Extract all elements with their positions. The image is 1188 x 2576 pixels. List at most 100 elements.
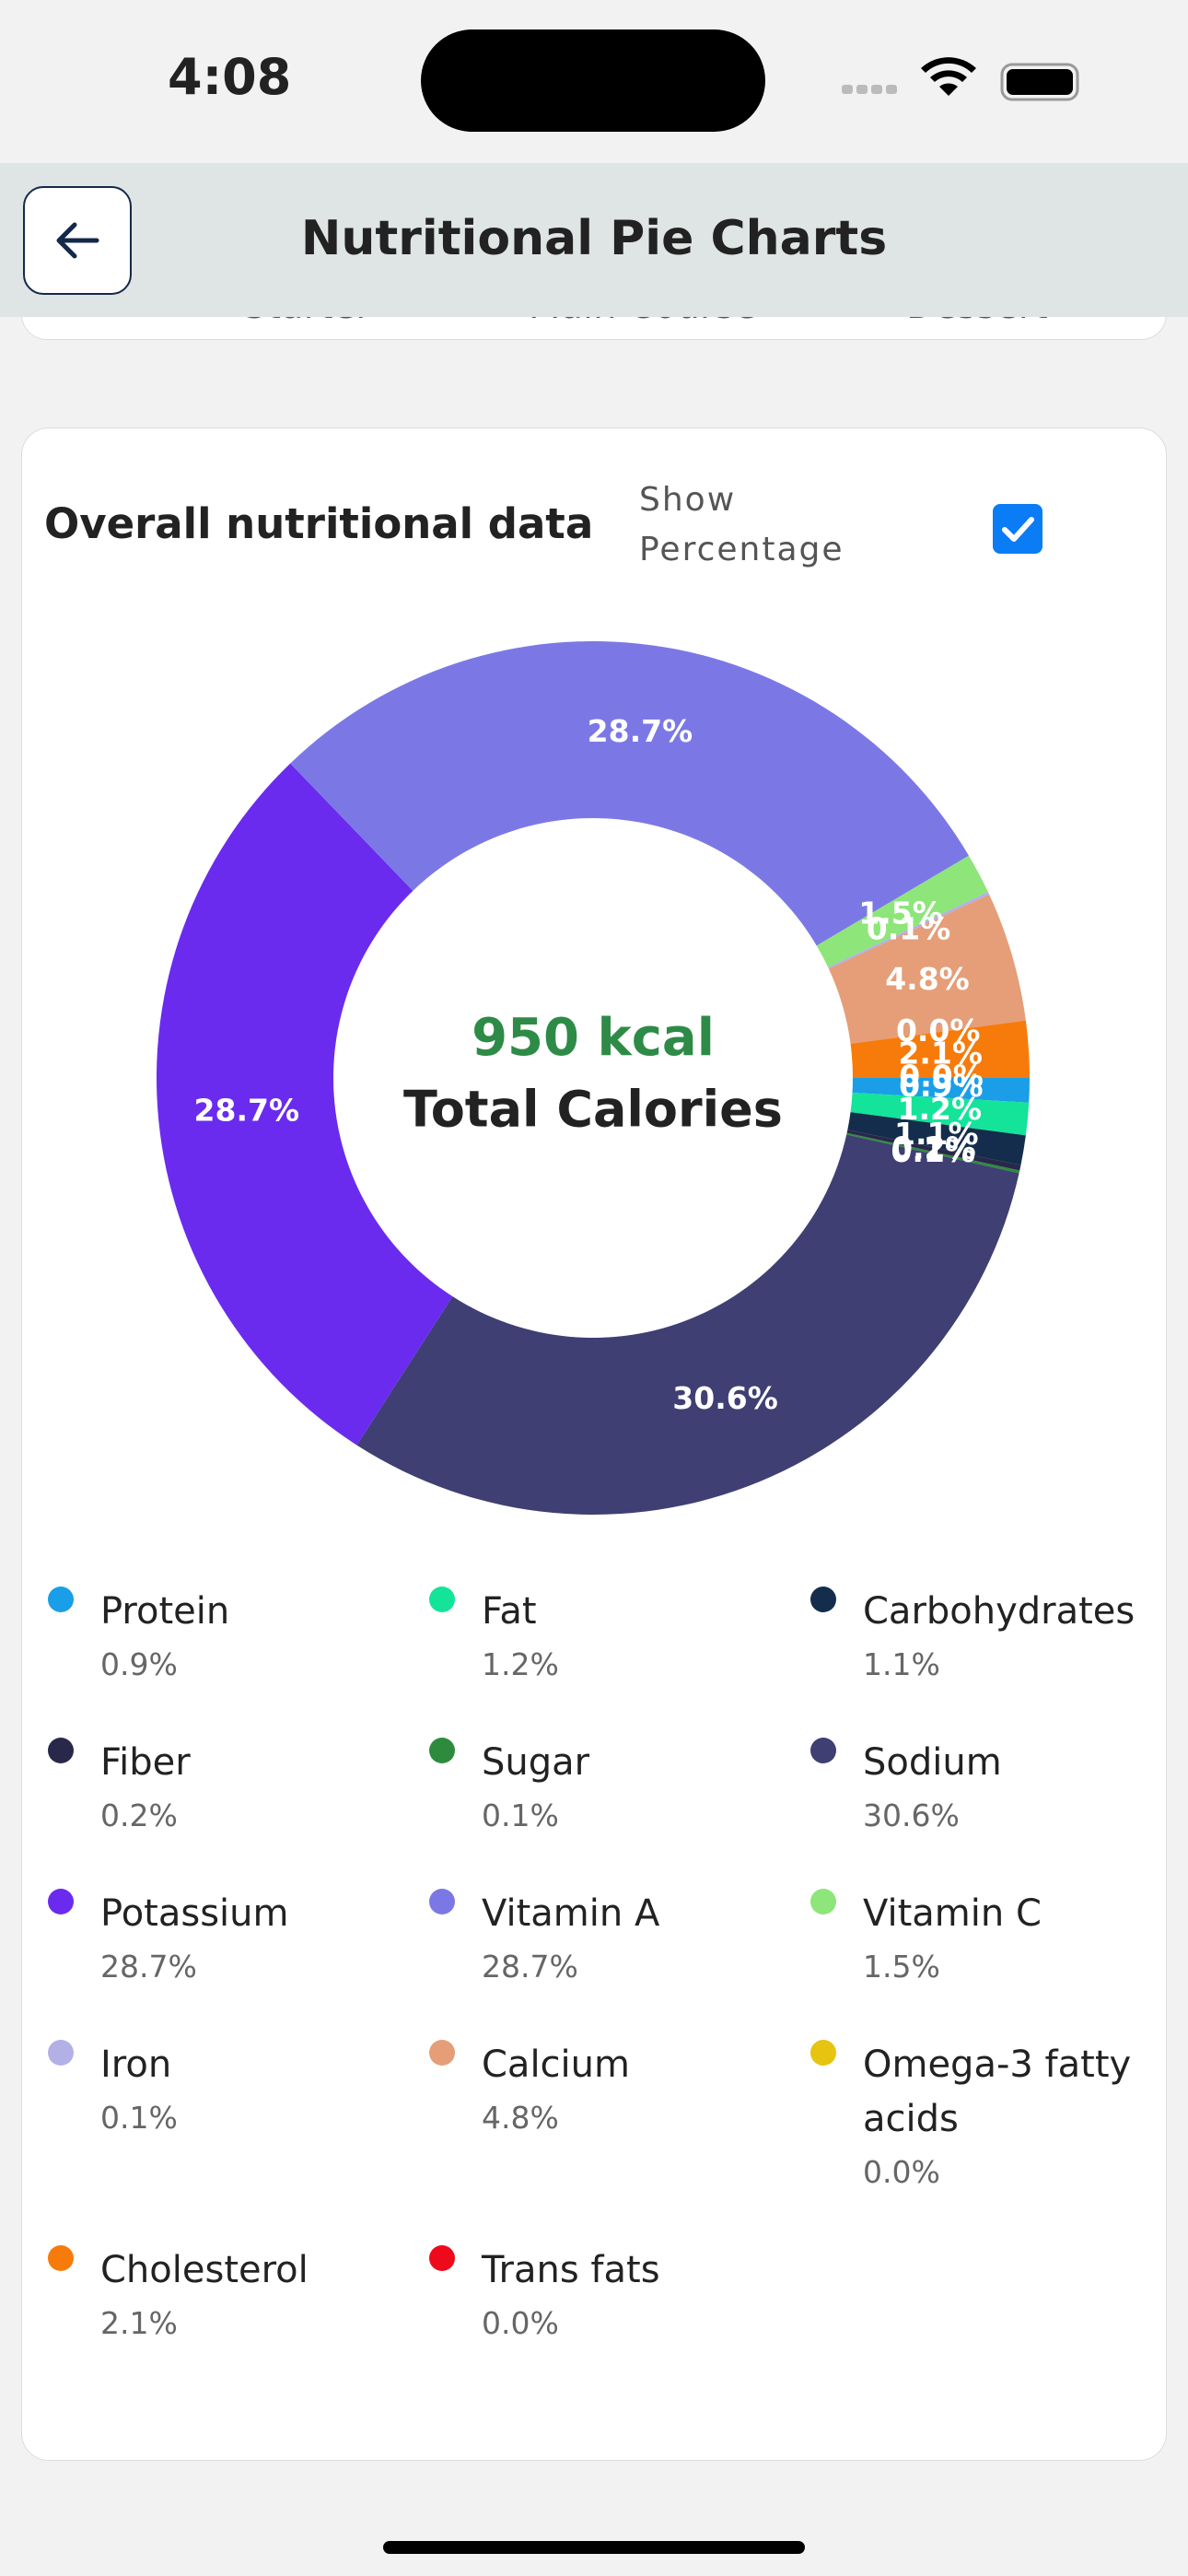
legend-value: 0.9%: [100, 1646, 178, 1682]
legend-dot: [429, 1587, 455, 1612]
legend-item: Vitamin A 28.7%: [425, 1887, 767, 1993]
legend-item: Carbohydrates 1.1%: [807, 1585, 1148, 1691]
legend-item: Cholesterol 2.1%: [44, 2243, 386, 2349]
donut-chart: 950 kcal Total Calories 0.9%1.2%1.1%0.2%…: [156, 641, 1030, 1515]
center-label: Total Calories: [403, 1081, 783, 1139]
dynamic-island: [421, 29, 765, 132]
legend-item: Calcium 4.8%: [425, 2038, 767, 2198]
slice: [356, 1134, 1019, 1515]
checkmark: [1002, 517, 1034, 542]
slice: [847, 1112, 1026, 1165]
slice-label: 0.9%: [899, 1068, 984, 1104]
slice-label: 0.0%: [899, 1059, 984, 1095]
legend-name: Carbohydrates: [863, 1590, 1136, 1633]
status-time: 4:08: [168, 48, 292, 106]
slice-label: 28.7%: [194, 1092, 300, 1128]
slice: [846, 1132, 1020, 1174]
slice-labels: 0.9%1.2%1.1%0.2%0.1%30.6%28.7%28.7%1.5%0…: [194, 713, 984, 1416]
legend-name: Fiber: [100, 1741, 191, 1784]
legend-value: 4.8%: [482, 2100, 559, 2136]
slice-label: 2.1%: [898, 1036, 983, 1071]
slice-label: 1.2%: [898, 1091, 983, 1127]
legend-name: Vitamin A: [482, 1892, 660, 1935]
legend-value: 30.6%: [863, 1797, 960, 1833]
legend-dot: [48, 2245, 74, 2271]
header-title: Nutritional Pie Charts: [300, 211, 888, 266]
slice-label: 0.2%: [891, 1130, 976, 1165]
legend-name: Protein: [100, 1590, 230, 1633]
center-value: 950 kcal: [472, 1008, 715, 1068]
legend-name: Trans fats: [482, 2249, 660, 2291]
legend-name: Omega-3 fatty acids: [863, 2043, 1132, 2140]
legend-item: Sodium 30.6%: [807, 1736, 1148, 1842]
legend-name: Sugar: [482, 1741, 590, 1784]
status-icons: [842, 57, 1079, 101]
legend-value: 28.7%: [100, 1949, 197, 1985]
checkbox[interactable]: [992, 503, 1043, 555]
legend-item: Vitamin C 1.5%: [807, 1887, 1148, 1993]
legend-item: Omega-3 fatty acids 0.0%: [807, 2038, 1148, 2198]
legend-item: Trans fats 0.0%: [425, 2243, 767, 2349]
slice-label: 0.1%: [891, 1133, 975, 1169]
legend-dot: [48, 1889, 74, 1914]
legend-name: Vitamin C: [863, 1892, 1042, 1935]
legend-value: 0.0%: [482, 2305, 559, 2341]
legend-dot: [810, 1738, 836, 1763]
legend-value: 2.1%: [100, 2305, 178, 2341]
slice-label: 28.7%: [588, 713, 693, 749]
slice-label: 0.1%: [867, 911, 951, 947]
legend-dot: [48, 1738, 74, 1763]
toggle-label: Show Percentage: [639, 481, 844, 568]
legend-item: Fat 1.2%: [425, 1585, 767, 1691]
legend-value: 0.2%: [100, 1797, 178, 1833]
back-button[interactable]: [23, 186, 132, 295]
legend-item: Potassium 28.7%: [44, 1887, 386, 1993]
slice: [156, 763, 453, 1446]
slice-label: 30.6%: [672, 1380, 778, 1416]
legend-name: Sodium: [863, 1741, 1002, 1784]
back-icon: [56, 222, 99, 259]
slice-label: 1.5%: [858, 896, 943, 931]
slice: [846, 1130, 1021, 1171]
legend-name: Iron: [100, 2043, 172, 2086]
legend-value: 0.0%: [863, 2154, 940, 2190]
legend-name: Fat: [482, 1590, 537, 1633]
legend-dot: [48, 1587, 74, 1612]
slice: [850, 1092, 1030, 1136]
slice: [828, 892, 990, 969]
legend-dot: [429, 1889, 455, 1914]
header: Nutritional Pie Charts: [0, 163, 1188, 317]
slice: [290, 641, 969, 946]
legend-dot: [429, 1738, 455, 1763]
card-title: Overall nutritional data: [44, 499, 594, 548]
legend-value: 1.5%: [863, 1949, 940, 1985]
legend-name: Cholesterol: [100, 2249, 309, 2291]
legend-dot: [429, 2040, 455, 2066]
legend-value: 28.7%: [482, 1949, 578, 1985]
legend-item: Iron 0.1%: [44, 2038, 386, 2198]
legend-value: 1.1%: [863, 1646, 940, 1682]
slice: [816, 855, 988, 967]
legend-dot: [810, 2040, 836, 2066]
legend-item: Sugar 0.1%: [425, 1736, 767, 1842]
legend-dot: [48, 2040, 74, 2066]
legend-dot: [810, 1587, 836, 1612]
slice: [852, 1078, 1030, 1103]
legend-value: 0.1%: [100, 2100, 178, 2136]
legend-dot: [429, 2245, 455, 2271]
slices: [156, 641, 1030, 1515]
legend-item: Fiber 0.2%: [44, 1736, 386, 1842]
legend-value: 1.2%: [482, 1646, 559, 1682]
legend-name: Calcium: [482, 2043, 630, 2086]
slice: [828, 894, 1026, 1044]
home-indicator: [383, 2541, 805, 2554]
slice-label: 1.1%: [894, 1116, 979, 1152]
legend-name: Potassium: [100, 1892, 289, 1935]
legend: Protein 0.9% Fat 1.2% Carbohydrates 1.1% Fiber…: [44, 1585, 1149, 2349]
checkbox-box: [993, 504, 1042, 554]
legend-value: 0.1%: [482, 1797, 559, 1833]
legend-dot: [810, 1889, 836, 1914]
slice: [850, 1020, 1030, 1078]
slice-label: 0.0%: [896, 1013, 981, 1048]
